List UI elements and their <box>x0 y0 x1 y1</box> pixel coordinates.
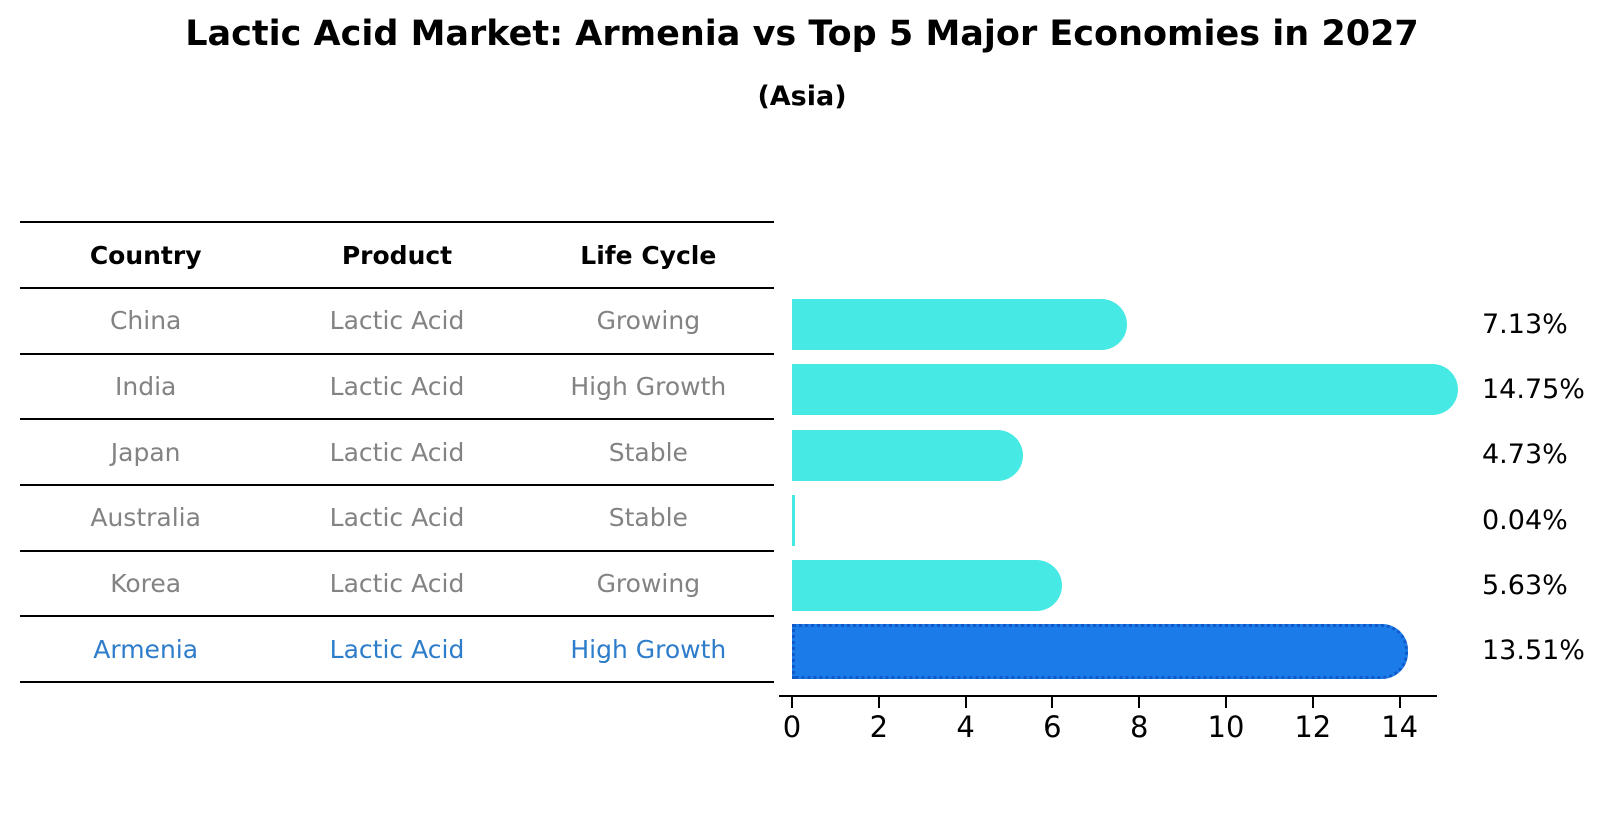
x-tick-label-6: 6 <box>1043 710 1062 744</box>
x-tick-mark-4 <box>964 697 967 708</box>
table-header-product: Product <box>341 240 453 270</box>
x-tick-mark-12 <box>1311 697 1314 708</box>
table-cell-product: Lactic Acid <box>329 372 465 402</box>
bar-japan <box>792 429 1024 481</box>
x-tick-mark-14 <box>1398 697 1401 708</box>
bar-india <box>792 364 1459 416</box>
table-cell-life-cycle: High Growth <box>570 372 727 402</box>
value-label-korea: 5.63% <box>1482 569 1568 601</box>
table-cell-life-cycle: Growing <box>596 569 701 599</box>
table-row-australia: Australia Lactic Acid Stable <box>20 486 774 552</box>
x-axis-line <box>779 695 1437 697</box>
bar-australia <box>792 495 795 547</box>
x-tick-label-12: 12 <box>1294 710 1332 744</box>
table-cell-country: India <box>114 372 177 402</box>
table-row-japan: Japan Lactic Acid Stable <box>20 420 774 487</box>
value-label-japan: 4.73% <box>1482 439 1568 471</box>
x-tick-mark-0 <box>791 697 793 708</box>
bar-china <box>792 299 1128 351</box>
table-cell-product: Lactic Acid <box>329 503 465 533</box>
x-tick-mark-2 <box>877 697 880 708</box>
bar-armenia <box>792 623 1409 679</box>
x-tick-mark-10 <box>1225 697 1227 708</box>
table-cell-country: Armenia <box>93 634 199 664</box>
table-row-korea: Korea Lactic Acid Growing <box>20 552 774 618</box>
table-cell-country: China <box>109 306 182 336</box>
table-cell-product: Lactic Acid <box>329 634 465 664</box>
table-cell-country: Japan <box>110 437 181 467</box>
table-header-country: Country <box>89 240 202 270</box>
value-label-armenia: 13.51% <box>1482 635 1585 667</box>
x-tick-label-10: 10 <box>1207 710 1245 744</box>
table-cell-product: Lactic Acid <box>329 569 465 599</box>
table-header-row: Country Product Life Cycle <box>20 223 774 289</box>
table-row-armenia: Armenia Lactic Acid High Growth <box>20 617 774 684</box>
x-tick-mark-8 <box>1138 697 1141 708</box>
table-header-life-cycle: Life Cycle <box>580 240 717 270</box>
table-cell-life-cycle: Stable <box>608 437 688 467</box>
table-cell-product: Lactic Acid <box>329 437 465 467</box>
x-tick-label-2: 2 <box>869 710 889 744</box>
table-cell-life-cycle: Stable <box>608 503 688 533</box>
table-row-china: China Lactic Acid Growing <box>20 289 774 355</box>
bar-korea <box>792 560 1063 612</box>
x-tick-mark-6 <box>1051 697 1054 708</box>
table-cell-country: Australia <box>90 503 201 533</box>
table-cell-country: Korea <box>110 569 182 599</box>
value-label-india: 14.75% <box>1482 373 1585 405</box>
value-label-australia: 0.04% <box>1482 504 1568 536</box>
x-tick-label-0: 0 <box>782 710 802 744</box>
table-cell-product: Lactic Acid <box>329 306 465 336</box>
x-tick-label-14: 14 <box>1381 710 1419 744</box>
table-body: China Lactic Acid Growing India Lactic Acid H… <box>20 289 774 684</box>
x-tick-label-8: 8 <box>1129 710 1149 744</box>
table-row-india: India Lactic Acid High Growth <box>20 355 774 421</box>
table-cell-life-cycle: Growing <box>596 306 701 336</box>
value-label-china: 7.13% <box>1482 308 1568 340</box>
chart-subtitle: (Asia) <box>757 81 847 112</box>
table-cell-life-cycle: High Growth <box>570 634 727 664</box>
chart-title: Lactic Acid Market: Armenia vs Top 5 Maj… <box>185 14 1419 54</box>
country-table: Country Product Life Cycle China Lactic A… <box>20 221 774 684</box>
x-tick-label-4: 4 <box>956 710 975 744</box>
